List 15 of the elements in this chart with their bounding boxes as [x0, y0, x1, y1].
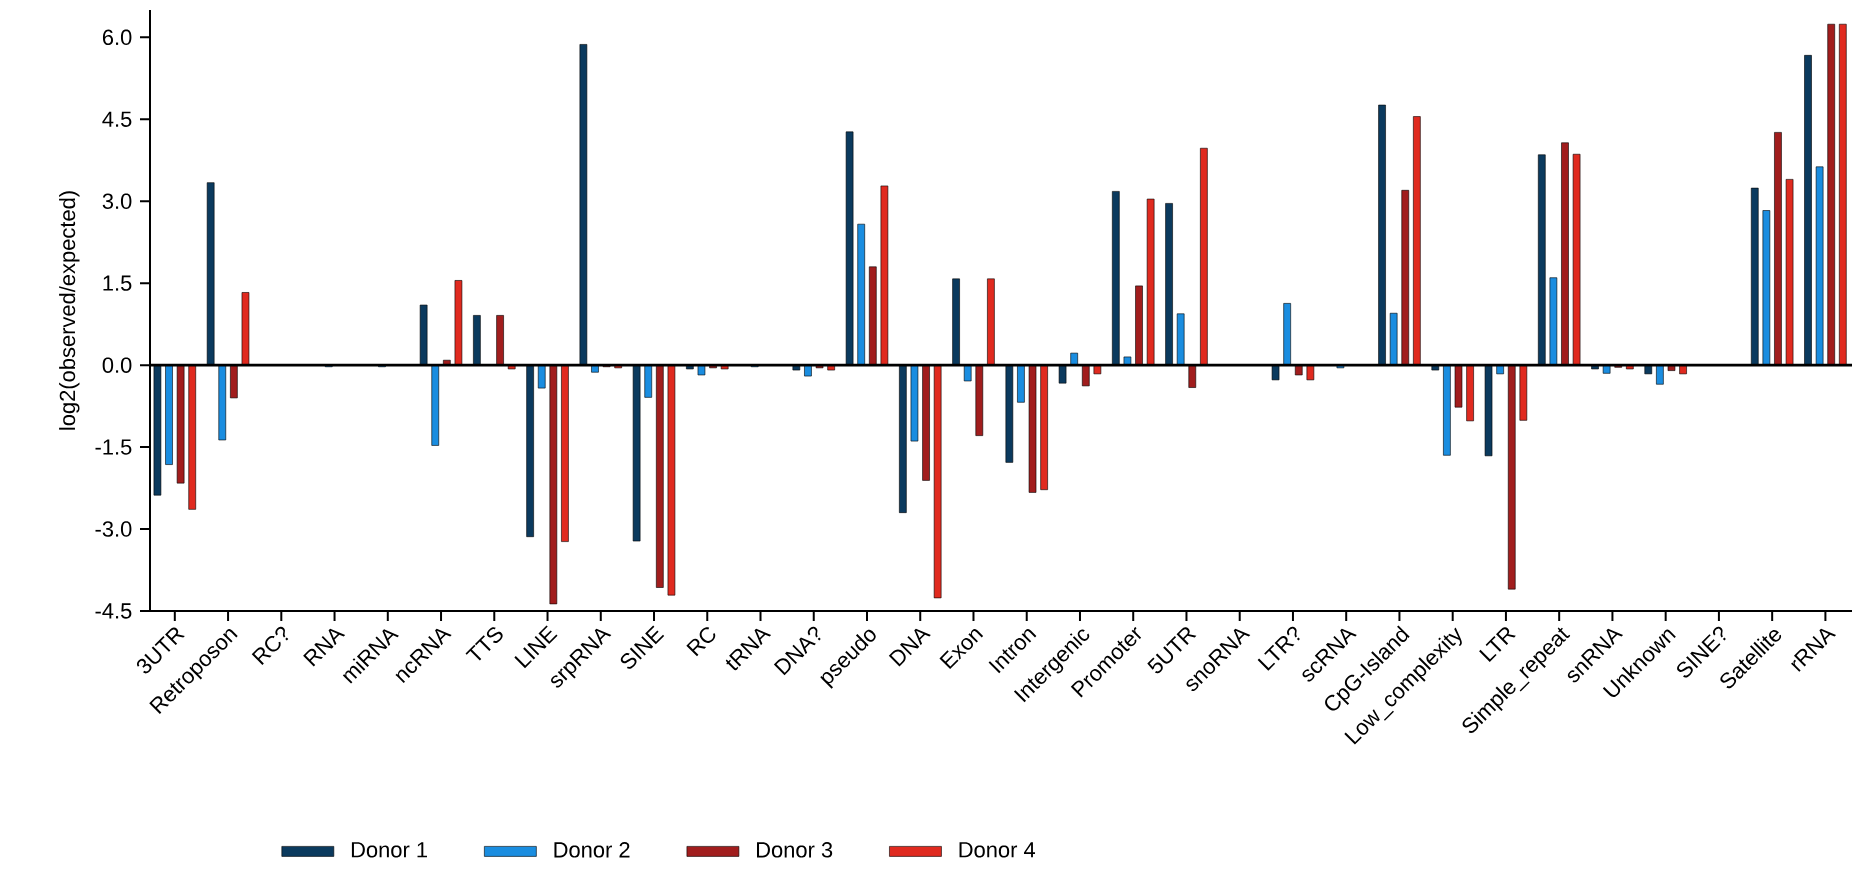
- y-tick-label: 3.0: [102, 193, 132, 209]
- legend-label: Donor 1: [351, 842, 427, 858]
- legend-label: Donor 3: [757, 842, 833, 858]
- y-tick-label: -4.5: [95, 603, 132, 619]
- y-tick-label: -3.0: [95, 521, 132, 537]
- y-axis-title: log2(observed/expected): [59, 191, 80, 430]
- y-tick-label: 0.0: [102, 357, 132, 373]
- legend-label: Donor 4: [959, 842, 1036, 858]
- x-tick-label: RC: [686, 627, 716, 657]
- y-tick-label: 6.0: [102, 29, 132, 46]
- y-tick-label: -1.5: [95, 439, 132, 455]
- legend-label: Donor 2: [554, 842, 630, 858]
- y-tick-label: 4.5: [102, 111, 132, 127]
- y-tick-label: 1.5: [103, 275, 132, 291]
- x-tick-label: TTS: [465, 627, 503, 661]
